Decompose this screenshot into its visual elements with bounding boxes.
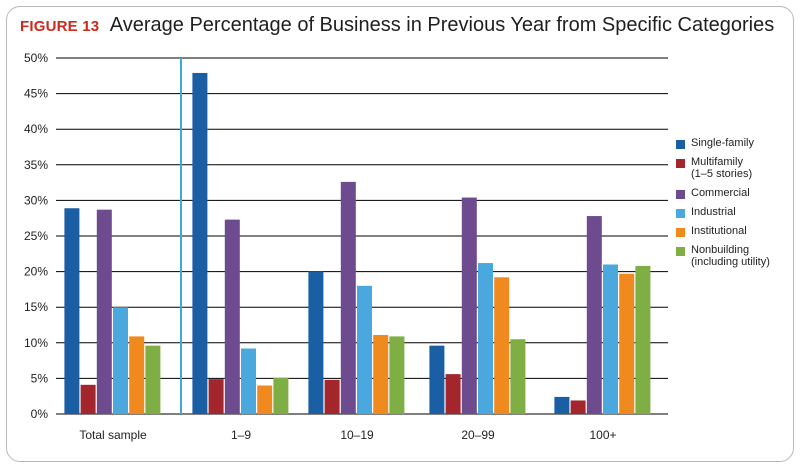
bar <box>389 336 405 414</box>
y-tick-label: 50% <box>24 51 48 65</box>
y-tick-label: 15% <box>24 300 48 314</box>
x-tick-label: 20–99 <box>461 428 495 442</box>
legend-swatch <box>676 190 685 199</box>
x-tick-label: 100+ <box>589 428 616 442</box>
bar <box>461 197 477 414</box>
bar <box>429 345 445 414</box>
x-tick-label: 10–19 <box>340 428 374 442</box>
y-tick-label: 10% <box>24 336 48 350</box>
bar <box>145 345 161 414</box>
bar <box>445 374 461 414</box>
legend-label: Commercial <box>691 187 750 199</box>
figure-label: FIGURE 13 <box>20 18 100 35</box>
legend-sublabel: (including utility) <box>691 256 770 268</box>
legend-swatch <box>676 209 685 218</box>
legend-swatch <box>676 228 685 237</box>
x-tick-label: 1–9 <box>231 428 251 442</box>
bar <box>494 277 510 414</box>
figure-header: FIGURE 13 Average Percentage of Business… <box>20 14 774 37</box>
y-tick-label: 20% <box>24 265 48 279</box>
y-tick-label: 30% <box>24 193 48 207</box>
bar <box>257 385 273 414</box>
legend-label: Multifamily <box>691 156 743 168</box>
bar <box>64 208 80 414</box>
legend-label: Industrial <box>691 206 736 218</box>
bar <box>357 285 372 414</box>
legend-sublabel: (1–5 stories) <box>691 168 753 180</box>
bar <box>308 271 324 414</box>
bar <box>635 265 651 414</box>
bar <box>478 263 493 414</box>
legend-item-commercial: Commercial <box>676 187 794 199</box>
legend-swatch <box>676 159 685 168</box>
y-tick-label: 5% <box>31 371 49 385</box>
y-tick-label: 35% <box>24 158 48 172</box>
chart-legend: Single-family Multifamily (1–5 stories) … <box>676 137 794 275</box>
bar <box>273 377 289 414</box>
bar <box>241 348 256 414</box>
legend-item-nonbuilding: Nonbuilding (including utility) <box>676 244 794 268</box>
bar <box>554 396 570 414</box>
x-tick-label: Total sample <box>79 428 147 442</box>
y-tick-label: 40% <box>24 122 48 136</box>
bar <box>510 339 526 414</box>
bar <box>192 72 208 415</box>
bar <box>80 384 96 414</box>
legend-swatch <box>676 247 685 256</box>
bar <box>373 334 389 414</box>
legend-swatch <box>676 140 685 149</box>
legend-label: Nonbuilding <box>691 244 750 256</box>
y-tick-label: 25% <box>24 229 48 243</box>
y-tick-label: 0% <box>31 407 49 421</box>
legend-item-multifamily: Multifamily (1–5 stories) <box>676 156 794 180</box>
bar <box>586 216 602 414</box>
legend-label: Single-family <box>691 137 754 149</box>
legend-label: Institutional <box>691 225 747 237</box>
legend-item-industrial: Industrial <box>676 206 794 218</box>
y-tick-label: 45% <box>24 87 48 101</box>
legend-item-single-family: Single-family <box>676 137 794 149</box>
legend-item-institutional: Institutional <box>676 225 794 237</box>
bar <box>208 379 224 414</box>
bar <box>113 307 128 414</box>
bar <box>224 219 240 414</box>
bar <box>619 273 635 414</box>
bar <box>96 209 112 414</box>
bar <box>129 336 145 414</box>
bar <box>570 400 586 414</box>
bar <box>340 181 356 414</box>
bar <box>603 264 618 414</box>
chart-title: Average Percentage of Business in Previo… <box>109 14 775 36</box>
bar <box>324 379 340 414</box>
